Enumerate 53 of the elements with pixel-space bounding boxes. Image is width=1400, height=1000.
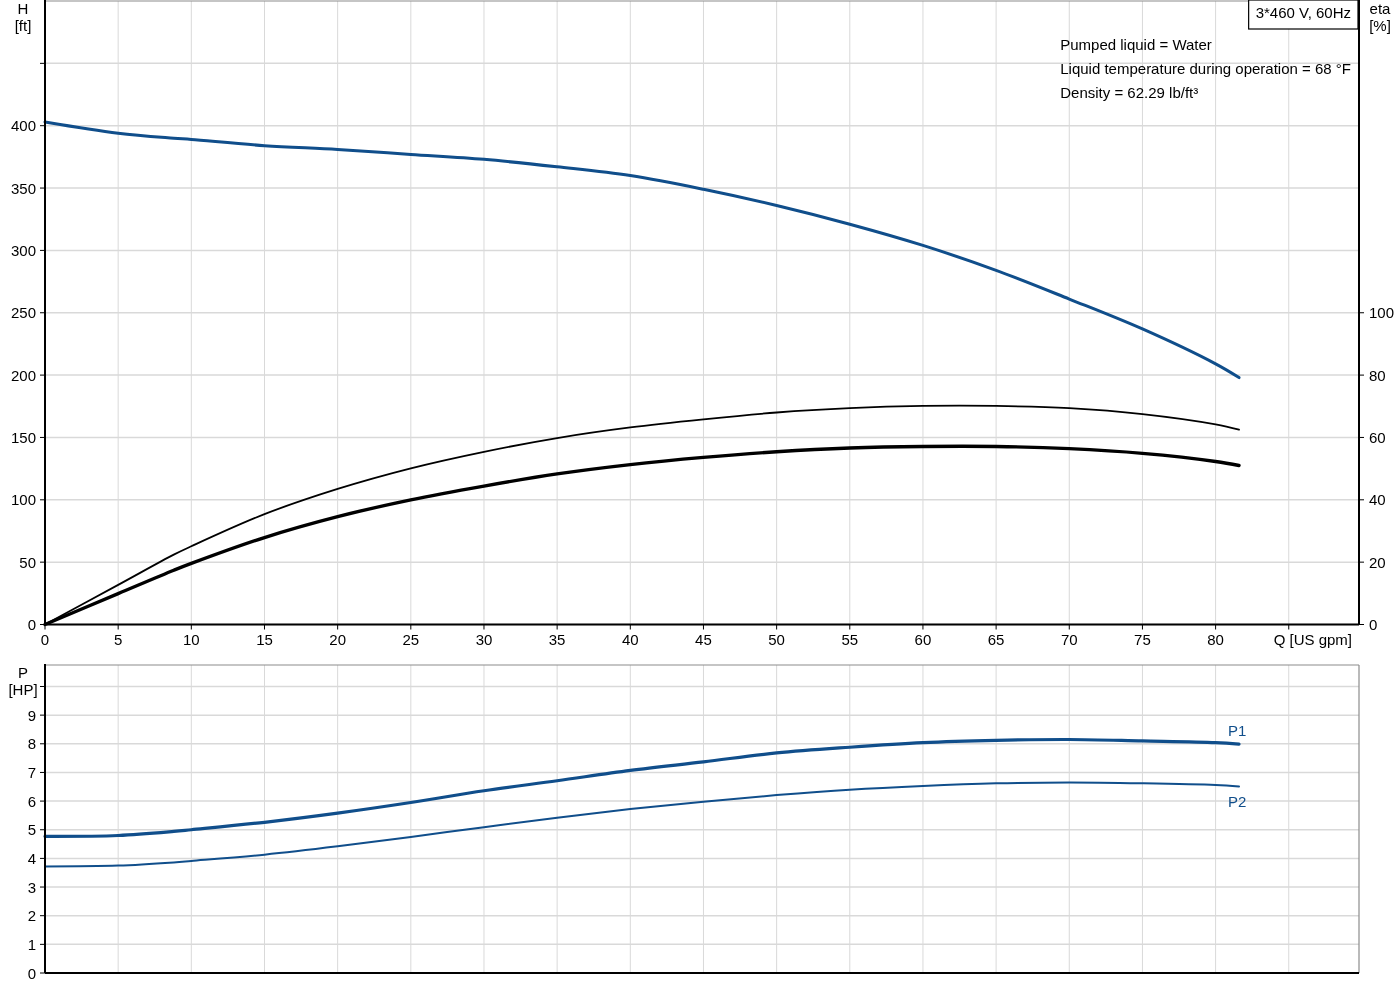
x-tick-label: 45 [695,631,712,648]
x-tick-label: 5 [113,631,123,648]
x-tick-label: 40 [621,631,639,648]
y-tick-label: 250 [10,304,36,322]
x-tick-label: 80 [1207,631,1224,648]
y2-tick-label: 100 [1369,304,1395,322]
y-tick-label: 200 [10,366,36,384]
y-tick-label: 5 [27,821,36,839]
y-axis-title: H [ft] [14,0,32,34]
x-tick-label: 35 [548,631,566,648]
x-tick-label: 50 [768,631,785,648]
y2-axis-title: eta [%] [1369,0,1392,34]
y-tick-label: 300 [10,241,36,259]
y-tick-label: 150 [10,428,36,446]
annotation: Liquid temperature during operation = 68 °F [1060,59,1351,77]
y2-tick-label: 60 [1369,428,1386,446]
y-tick-label: 0 [27,616,36,633]
y2-tick-label: 20 [1369,553,1386,571]
x-tick-label: 65 [987,631,1005,648]
y-tick-label: 350 [10,179,36,197]
y-tick-label: 8 [27,735,36,753]
x-tick-label: 20 [329,631,346,648]
x-tick-label: 0 [40,631,50,648]
annotation: Density = 62.29 lb/ft³ [1060,83,1199,101]
x-tick-label: 25 [402,631,420,648]
y-tick-label: 6 [27,792,36,810]
y-tick-label: 7 [27,763,36,781]
series-label: P1 [1228,721,1247,739]
x-axis-title: Q [US gpm] [1273,631,1352,648]
y-tick-label: 3 [27,878,36,896]
annotation: Pumped liquid = Water [1060,35,1212,53]
y2-tick-label: 0 [1369,616,1378,633]
chart-title: 3*460 V, 60Hz [1255,3,1351,21]
y-tick-label: 50 [19,553,36,571]
y2-tick-label: 80 [1369,366,1386,384]
y-tick-label: 2 [27,907,36,925]
series-label: P2 [1228,792,1247,810]
line-series [43,120,1241,380]
y-tick-label: 1 [27,935,36,953]
y-tick-label: 9 [27,706,36,724]
y-tick-label: 4 [27,849,36,867]
x-tick-label: 75 [1134,631,1151,648]
x-tick-label: 10 [182,631,200,648]
y-axis-title: P [HP] [8,663,38,698]
x-tick-label: 15 [256,631,273,648]
x-tick-label: 70 [1060,631,1078,648]
y-tick-label: 400 [10,117,36,135]
y-tick-label: 100 [10,491,36,509]
x-tick-label: 30 [475,631,493,648]
y-tick-label: 0 [27,964,36,982]
x-tick-label: 55 [841,631,859,648]
y2-tick-label: 40 [1369,491,1386,509]
x-tick-label: 60 [914,631,932,648]
